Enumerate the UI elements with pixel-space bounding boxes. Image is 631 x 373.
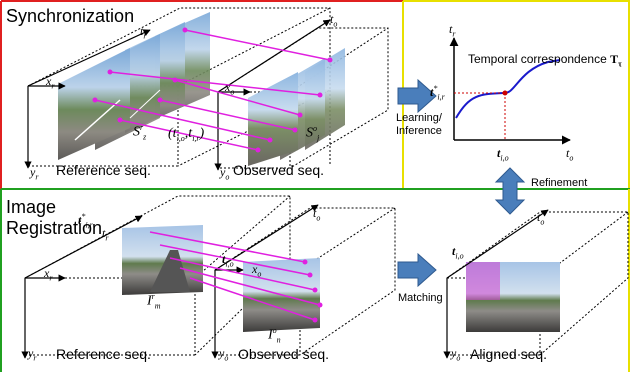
axis-tr-bottom: tr <box>102 226 109 243</box>
axis-yr-top: yr <box>30 165 39 182</box>
observed-frames-top <box>248 48 345 166</box>
axis-xo-top: xo <box>225 80 235 97</box>
reference-axes-bottom <box>21 215 143 359</box>
observed-seq-caption-top: Observed seq. <box>233 162 325 178</box>
label-i-o: Ion <box>268 326 281 345</box>
label-tio-bottom: ti,o <box>222 252 234 269</box>
graph-y-axis-label: tr <box>449 22 456 39</box>
axis-tr-top: tr <box>140 24 147 41</box>
reference-axes-top <box>24 29 151 169</box>
correspondence-dots-bottom <box>302 259 323 323</box>
label-s-r: Srz <box>133 123 147 142</box>
label-tir-bottom: t*i,r <box>78 212 93 230</box>
axis-yo-bottom: yo <box>219 346 229 363</box>
correspondence-dots-top <box>92 27 333 153</box>
arrow-up-down-icon <box>494 167 526 215</box>
axis-to-top: to <box>330 12 338 29</box>
axis-yo-top: yo <box>220 165 230 182</box>
reference-seq-caption-top: Reference seq. <box>56 162 151 178</box>
correspondence-point <box>502 90 508 96</box>
arrow-right-icon <box>397 252 437 288</box>
graph-title-symbol: Tτ <box>610 52 622 69</box>
reference-frame-bottom <box>122 225 203 295</box>
label-s-o: Soj <box>306 124 320 143</box>
axis-yo-aligned: yo <box>451 346 461 363</box>
aligned-frame <box>466 262 560 332</box>
axis-yr-bottom: yr <box>28 346 37 363</box>
axis-to-aligned: to <box>537 210 545 227</box>
axis-to-bottom: to <box>313 206 321 223</box>
label-tio-aligned: ti,o <box>452 244 464 261</box>
learning-label: Learning/ <box>396 112 442 124</box>
refinement-label: Refinement <box>531 177 588 189</box>
label-time-pair: (ti,o,ti,r) <box>168 126 205 143</box>
reference-seq-caption-bottom: Reference seq. <box>56 346 151 362</box>
correspondence-lines-top <box>94 29 331 151</box>
axis-xr-bottom: xr <box>44 266 53 283</box>
observed-axes-top <box>214 19 331 171</box>
observed-cube-bottom <box>214 207 396 356</box>
temporal-graph <box>449 37 571 145</box>
synchronization-title: Synchronization <box>6 6 135 26</box>
registration-title-line1: Image <box>6 197 57 217</box>
graph-x-axis-label: to <box>566 146 574 163</box>
axis-xr-top: xr <box>46 74 55 91</box>
arrow-right-icon <box>397 78 437 114</box>
graph-title: Temporal correspondence Tτ <box>468 52 622 69</box>
observed-seq-caption-bottom: Observed seq. <box>238 346 330 362</box>
graph-tir-label: t*i,r <box>430 84 445 102</box>
axis-xo-bottom: xo <box>252 262 262 279</box>
registration-title-line2: Registration <box>6 218 103 238</box>
temporal-curve <box>455 59 561 119</box>
correspondence-lines-bottom <box>149 231 321 321</box>
inference-label: Inference <box>396 125 442 137</box>
label-i-r: Irm <box>147 292 161 311</box>
matching-label: Matching <box>398 292 443 304</box>
aligned-axes <box>443 209 549 359</box>
aligned-seq-caption: Aligned seq. <box>470 346 548 362</box>
graph-tio-label: ti,o <box>497 146 509 163</box>
